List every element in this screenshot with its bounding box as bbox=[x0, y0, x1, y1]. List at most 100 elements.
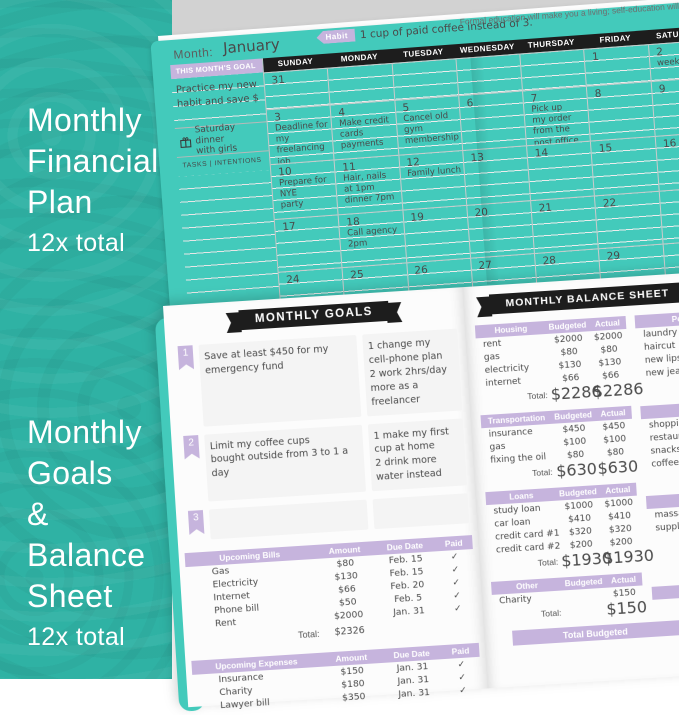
calendar-day-cell: 8 bbox=[586, 82, 654, 141]
day-number: 29 bbox=[599, 245, 663, 264]
goal-number-flag: 1 bbox=[178, 345, 194, 370]
sidebar-ruled-lines bbox=[178, 170, 280, 310]
calendar-sidebar: THIS MONTH'S GOAL Practice my new habit … bbox=[170, 58, 281, 310]
balance-section: Other bbox=[652, 577, 679, 600]
calendar-day-cell: 1 bbox=[584, 45, 651, 86]
goal-row: 3 bbox=[184, 493, 469, 541]
goal-strategy-line: 2 drink more water instead bbox=[375, 452, 462, 485]
section-name: Other bbox=[652, 579, 679, 597]
day-number: 6 bbox=[459, 91, 523, 110]
paid-column-header: Paid bbox=[435, 537, 473, 549]
day-number: 22 bbox=[595, 192, 659, 211]
calendar-day-cell: 21 bbox=[530, 196, 598, 253]
goal-strategy-line: 2 work 2hrs/day more as a freelancer bbox=[369, 363, 456, 410]
row-due-date: Jan. 31 bbox=[384, 686, 445, 701]
balance-section: FoodshoppingrestaurantssnackscoffeeTotal… bbox=[641, 397, 679, 487]
actual-column-header: Actual bbox=[604, 574, 642, 585]
row-actual: $450 bbox=[595, 420, 634, 432]
total-budgeted: $1930 bbox=[561, 549, 604, 571]
row-amount: $2000 bbox=[318, 608, 379, 623]
total-budgeted bbox=[564, 609, 606, 612]
goal-number-flag: 3 bbox=[188, 510, 204, 535]
budgeted-column-header: Budgeted bbox=[562, 577, 604, 589]
day-number: 9 bbox=[651, 77, 679, 96]
day-number: 8 bbox=[587, 82, 651, 101]
row-due-date: Jan. 31 bbox=[378, 604, 439, 619]
gift-icon bbox=[179, 136, 192, 149]
day-number: 15 bbox=[591, 137, 655, 156]
row-actual: $320 bbox=[601, 523, 640, 535]
day-number: 16 bbox=[655, 132, 679, 151]
total-label: Total: bbox=[484, 466, 556, 480]
day-number: 20 bbox=[467, 201, 531, 220]
row-budgeted: $410 bbox=[558, 512, 601, 525]
caption-subtitle: 12x total bbox=[27, 229, 159, 258]
budgeted-column-header: Budgeted bbox=[546, 320, 588, 332]
total-actual: $2286 bbox=[592, 380, 631, 401]
day-note: Pick up my order from the post office bbox=[524, 101, 590, 146]
day-number: 17 bbox=[275, 215, 339, 234]
day-note: Deadline for my freelancing job bbox=[268, 120, 334, 165]
total-label: Total: bbox=[190, 628, 320, 646]
row-budgeted: $100 bbox=[554, 436, 597, 449]
paid-checkmark: ✓ bbox=[436, 551, 474, 563]
row-budgeted: $80 bbox=[548, 346, 591, 359]
goal-text bbox=[209, 500, 369, 540]
day-number: 28 bbox=[535, 249, 599, 268]
section-name: Personal bbox=[635, 311, 679, 327]
day-note: Call agency 2pm bbox=[340, 225, 405, 252]
calendar-day-cell: 20 bbox=[466, 201, 534, 258]
section-header: Medical and Health bbox=[646, 487, 679, 509]
row-budgeted: $320 bbox=[559, 525, 602, 538]
teal-side-panel: Monthly Financial Plan 12x total Monthly… bbox=[0, 0, 172, 679]
row-actual: $80 bbox=[590, 343, 629, 355]
section-name: Medical and Health bbox=[646, 489, 679, 507]
caption-subtitle: 12x total bbox=[27, 623, 145, 652]
budgeted-column-header: Budgeted bbox=[552, 410, 594, 422]
habit-tag: Habit bbox=[316, 29, 355, 45]
goal-strategies bbox=[373, 493, 470, 529]
calendar-day-cell: 31 bbox=[264, 69, 330, 110]
paid-checkmark: ✓ bbox=[438, 590, 476, 602]
total-actual: $1930 bbox=[603, 546, 642, 567]
day-number: 26 bbox=[407, 259, 471, 278]
day-note: Cancel old gym membership bbox=[396, 110, 462, 148]
calendar-day-cell: 15 bbox=[590, 137, 658, 196]
row-budgeted: $450 bbox=[553, 423, 596, 436]
calendar-day-cell bbox=[391, 59, 458, 100]
calendar-day-cell bbox=[519, 50, 586, 91]
paid-checkmark: ✓ bbox=[436, 564, 474, 576]
total-budgeted: $2286 bbox=[550, 382, 593, 404]
total-actual: $150 bbox=[606, 597, 645, 618]
row-budgeted: $130 bbox=[549, 359, 592, 372]
calendar-day-cell: 9 bbox=[650, 77, 679, 136]
budgeted-column-header: Budgeted bbox=[557, 487, 599, 499]
calendar-day-cell bbox=[327, 64, 394, 105]
actual-column-header: Actual bbox=[594, 408, 632, 419]
row-budgeted: $1000 bbox=[558, 499, 601, 512]
row-actual: $130 bbox=[591, 356, 630, 368]
month-goal-text: Practice my new habit and save $ bbox=[171, 72, 266, 128]
row-actual: $410 bbox=[600, 510, 639, 522]
paid-checkmark: ✓ bbox=[442, 658, 480, 670]
balance-section: PersonalBudgetedlaundryhaircutnew lipsti… bbox=[635, 306, 679, 397]
goal-text: Limit my coffee cups bought outside from… bbox=[204, 424, 366, 501]
section-header: Food bbox=[641, 397, 679, 419]
actual-column-header: Actual bbox=[599, 485, 637, 496]
